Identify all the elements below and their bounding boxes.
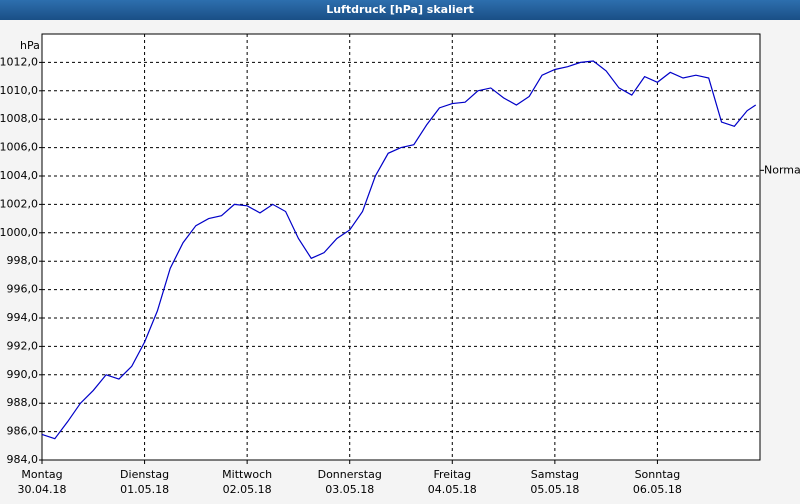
- x-tick-label: Montag: [21, 468, 62, 481]
- y-tick-label: 994,0: [7, 311, 39, 324]
- y-unit: hPa: [20, 39, 40, 52]
- y-tick-label: 996,0: [7, 283, 39, 296]
- y-tick-label: 1012,0: [0, 55, 38, 68]
- pressure-line: [41, 60, 757, 440]
- x-tick-label: Sonntag: [635, 468, 681, 481]
- y-tick-label: 1002,0: [0, 197, 38, 210]
- x-tick-label: Mittwoch: [222, 468, 272, 481]
- y-tick-label: 1004,0: [0, 169, 38, 182]
- x-tick-date: 01.05.18: [120, 483, 169, 496]
- y-tick-label: 998,0: [7, 254, 39, 267]
- plot-area: [41, 33, 761, 461]
- x-tick-date: 05.05.18: [530, 483, 579, 496]
- y-tick-label: 984,0: [7, 453, 39, 466]
- y-tick-label: 990,0: [7, 368, 39, 381]
- normal-label: Normal: [764, 163, 800, 176]
- y-tick-label: 992,0: [7, 339, 39, 352]
- y-tick-label: 1000,0: [0, 226, 38, 239]
- y-tick-label: 986,0: [7, 425, 39, 438]
- x-tick-date: 03.05.18: [325, 483, 374, 496]
- y-tick-label: 1010,0: [0, 84, 38, 97]
- x-tick-label: Freitag: [433, 468, 471, 481]
- y-tick-label: 1008,0: [0, 112, 38, 125]
- x-tick-date: 30.04.18: [18, 483, 67, 496]
- y-tick-label: 988,0: [7, 396, 39, 409]
- title-bar: [0, 0, 800, 20]
- x-tick-date: 04.05.18: [428, 483, 477, 496]
- chart-title: Luftdruck [hPa] skaliert: [326, 3, 474, 16]
- x-tick-date: 06.05.18: [633, 483, 682, 496]
- y-tick-label: 1006,0: [0, 141, 38, 154]
- x-tick-date: 02.05.18: [223, 483, 272, 496]
- x-tick-label: Samstag: [531, 468, 579, 481]
- x-tick-label: Donnerstag: [318, 468, 382, 481]
- x-tick-label: Dienstag: [120, 468, 169, 481]
